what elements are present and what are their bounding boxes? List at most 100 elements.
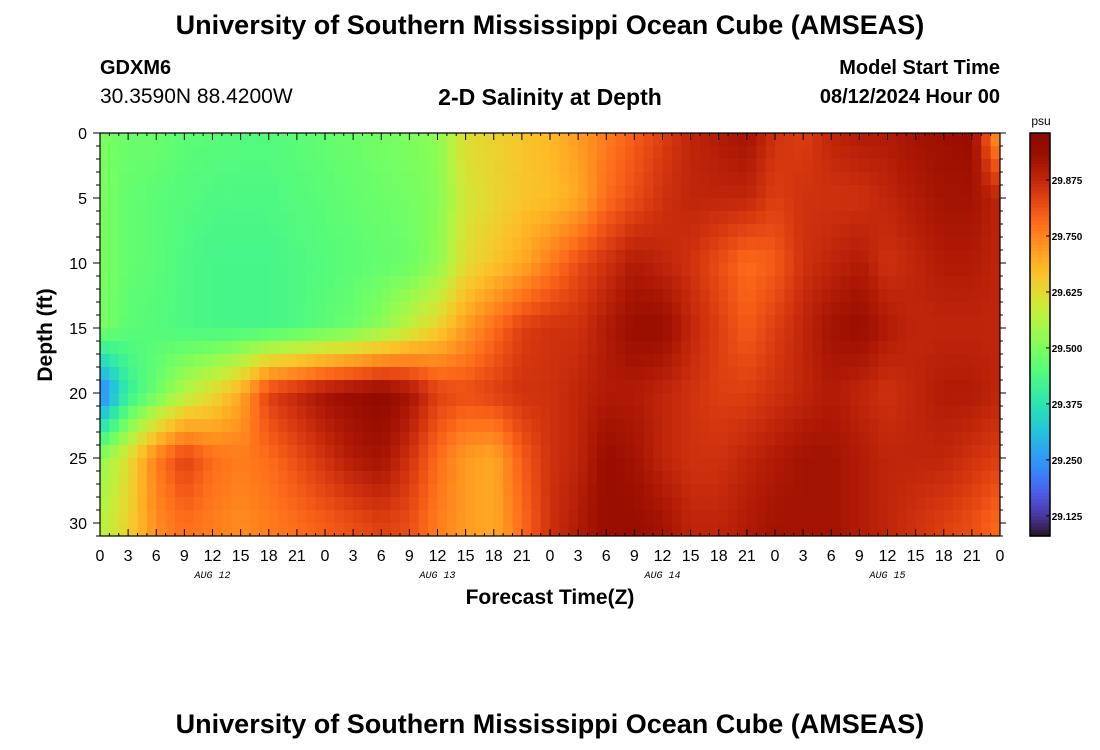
heatmap-cell: [512, 458, 523, 472]
heatmap-cell: [325, 328, 335, 342]
heatmap-cell: [925, 146, 935, 160]
heatmap-cell: [334, 380, 345, 394]
heatmap-cell: [775, 341, 785, 355]
x-tick-label: 12: [204, 548, 222, 565]
heatmap-cell: [821, 354, 832, 368]
heatmap-cell: [409, 185, 420, 199]
heatmap-cell: [643, 185, 654, 199]
x-tick-label: 3: [574, 548, 583, 565]
heatmap-cell: [803, 185, 814, 199]
heatmap-cell: [118, 263, 129, 277]
heatmap-cell: [653, 133, 664, 147]
heatmap-cell: [775, 419, 785, 433]
heatmap-cell: [550, 250, 560, 264]
heatmap-cell: [896, 380, 907, 394]
heatmap-cell: [409, 484, 420, 498]
heatmap-cell: [746, 224, 757, 238]
heatmap-cell: [381, 133, 392, 147]
heatmap-cell: [296, 172, 307, 186]
heatmap-cell: [531, 523, 542, 536]
y-tick-label: 20: [69, 386, 87, 403]
x-tick-label: 21: [738, 548, 756, 565]
heatmap-cell: [371, 172, 382, 186]
x-tick-label: 18: [260, 548, 278, 565]
heatmap-cell: [981, 276, 992, 290]
heatmap-cell: [484, 133, 495, 147]
x-tick-label: 6: [827, 548, 836, 565]
heatmap-cell: [775, 497, 785, 511]
colorbar-segment: [1030, 287, 1050, 292]
heatmap-cell: [784, 393, 795, 407]
heatmap-cell: [868, 224, 879, 238]
heatmap-cell: [746, 263, 757, 277]
colorbar-segment: [1030, 206, 1050, 211]
heatmap-cell: [859, 146, 870, 160]
heatmap-cell: [568, 419, 579, 433]
colorbar-segment: [1030, 183, 1050, 188]
heatmap-cell: [681, 315, 692, 329]
heatmap-cell: [493, 146, 504, 160]
heatmap-cell: [278, 497, 289, 511]
heatmap-cell: [193, 263, 204, 277]
heatmap-cell: [428, 497, 439, 511]
heatmap-cell: [540, 250, 551, 264]
heatmap-cell: [803, 406, 814, 420]
heatmap-cell: [221, 146, 232, 160]
heatmap-cell: [212, 471, 223, 485]
heatmap-cell: [559, 172, 570, 186]
heatmap-cell: [109, 367, 120, 381]
heatmap-cell: [231, 380, 242, 394]
colorbar-segment: [1030, 421, 1050, 426]
heatmap-cell: [718, 302, 729, 316]
heatmap-cell: [240, 432, 251, 446]
heatmap-cell: [990, 263, 1000, 277]
heatmap-cell: [915, 523, 926, 536]
heatmap-cell: [587, 445, 598, 459]
heatmap-cell: [409, 146, 420, 160]
heatmap-cell: [821, 224, 832, 238]
colorbar-segment: [1030, 304, 1050, 309]
heatmap-cell: [165, 393, 176, 407]
heatmap-cell: [915, 432, 926, 446]
heatmap-cell: [175, 276, 185, 290]
heatmap-cell: [784, 302, 795, 316]
heatmap-cell: [437, 133, 448, 147]
heatmap-cell: [325, 211, 335, 225]
heatmap-cell: [587, 198, 598, 212]
heatmap-cell: [371, 445, 382, 459]
heatmap-cell: [521, 484, 532, 498]
heatmap-cell: [137, 523, 148, 536]
heatmap-cell: [596, 393, 607, 407]
heatmap-cell: [175, 497, 185, 511]
heatmap-cell: [578, 198, 589, 212]
heatmap-cell: [465, 380, 476, 394]
heatmap-cell: [287, 406, 298, 420]
heatmap-cell: [803, 445, 814, 459]
heatmap-cell: [700, 315, 710, 329]
heatmap-cell: [625, 276, 635, 290]
heatmap-cell: [784, 484, 795, 498]
colorbar-segment: [1030, 351, 1050, 356]
heatmap-cell: [250, 211, 260, 225]
heatmap-cell: [690, 341, 701, 355]
heatmap-cell: [925, 419, 935, 433]
heatmap-cell: [756, 380, 767, 394]
heatmap-cell: [662, 406, 673, 420]
heatmap-cell: [746, 237, 757, 251]
heatmap-cell: [268, 146, 279, 160]
heatmap-cell: [428, 224, 439, 238]
heatmap-cell: [690, 276, 701, 290]
heatmap-cell: [325, 367, 335, 381]
heatmap-cell: [306, 445, 317, 459]
heatmap-cell: [653, 250, 664, 264]
heatmap-cell: [446, 250, 457, 264]
heatmap-cell: [493, 523, 504, 536]
heatmap-cell: [128, 302, 139, 316]
heatmap-cell: [371, 432, 382, 446]
heatmap-cell: [390, 432, 401, 446]
colorbar-segment: [1030, 361, 1050, 366]
heatmap-cell: [709, 406, 720, 420]
heatmap-cell: [287, 445, 298, 459]
heatmap-cell: [990, 367, 1000, 381]
heatmap-cell: [859, 406, 870, 420]
